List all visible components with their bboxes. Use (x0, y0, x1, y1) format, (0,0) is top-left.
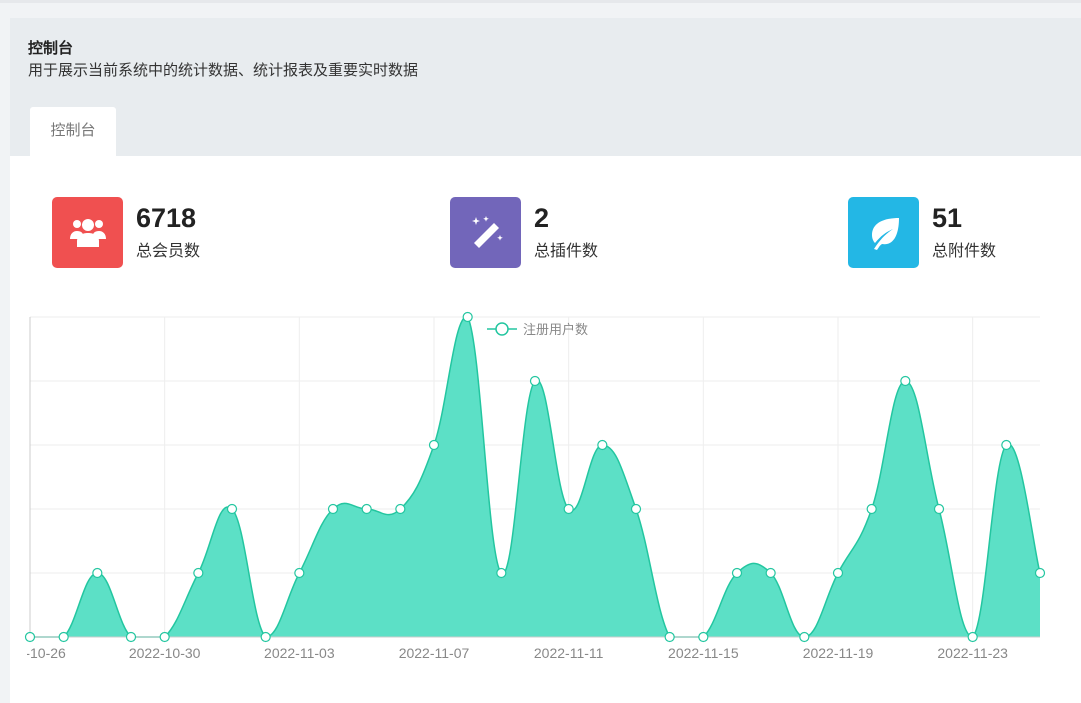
data-point (226, 503, 238, 515)
data-point (24, 631, 36, 643)
data-point (799, 631, 810, 643)
data-point (327, 503, 339, 515)
stat-members: 6718 总会员数 (52, 197, 200, 268)
data-point (1001, 439, 1012, 451)
data-point (698, 631, 709, 643)
top-border (0, 0, 1081, 3)
data-point (462, 311, 473, 323)
users-icon (52, 197, 123, 268)
x-tick-label: 2022-11-15 (668, 645, 739, 661)
data-point (361, 503, 372, 515)
stat-label: 总插件数 (534, 242, 599, 260)
stat-label: 总附件数 (932, 242, 997, 260)
data-point (1034, 567, 1046, 579)
page-description: 用于展示当前系统中的统计数据、统计报表及重要实时数据 (28, 62, 419, 79)
x-tick-label: 2022-11-23 (937, 645, 1008, 661)
page-header: 控制台 用于展示当前系统中的统计数据、统计报表及重要实时数据 控制台 (10, 18, 1081, 156)
magic-wand-icon (450, 197, 521, 268)
label-clip (10, 642, 27, 666)
data-point (92, 567, 103, 579)
leaf-icon (848, 197, 919, 268)
x-tick-label: 2022-10-30 (129, 645, 201, 661)
data-point (967, 631, 978, 643)
data-point (529, 375, 541, 387)
stat-value: 6718 (136, 202, 197, 233)
stat-label: 总会员数 (136, 242, 201, 260)
data-point (193, 567, 204, 579)
x-tick-label: 2022-11-07 (399, 645, 470, 661)
stat-value: 51 (932, 202, 963, 233)
dashboard-panel: 控制台 用于展示当前系统中的统计数据、统计报表及重要实时数据 控制台 6718 总… (10, 18, 1081, 703)
data-point (428, 439, 440, 451)
registrations-chart: 2022-10-262022-10-302022-11-032022-11-07… (10, 311, 1046, 666)
legend-label: 注册用户数 (523, 322, 588, 337)
area-fill (30, 316, 1040, 637)
data-point (731, 567, 743, 579)
data-point (597, 439, 608, 451)
data-point (125, 631, 137, 643)
stat-value: 2 (534, 202, 550, 233)
stat-attachments: 51 总附件数 (848, 197, 996, 268)
page-title: 控制台 (28, 40, 74, 57)
data-point (159, 631, 170, 643)
data-point (900, 375, 911, 387)
data-point (866, 503, 877, 515)
data-point (395, 503, 406, 515)
x-tick-label: 2022-11-11 (534, 645, 604, 661)
legend-marker (495, 322, 509, 336)
data-point (294, 567, 305, 579)
data-point (765, 567, 776, 579)
tab-dashboard[interactable]: 控制台 (30, 107, 116, 156)
data-point (832, 567, 844, 579)
series-line (30, 316, 1041, 638)
data-point (933, 503, 945, 515)
data-point (260, 631, 271, 643)
x-tick-label: 2022-11-03 (264, 645, 335, 661)
data-point (563, 503, 574, 515)
data-point (496, 567, 507, 579)
data-point (630, 503, 642, 515)
x-tick-label: 2022-11-19 (803, 645, 874, 661)
data-point (58, 631, 69, 643)
stat-plugins: 2 总插件数 (450, 197, 598, 268)
data-point (664, 631, 675, 643)
